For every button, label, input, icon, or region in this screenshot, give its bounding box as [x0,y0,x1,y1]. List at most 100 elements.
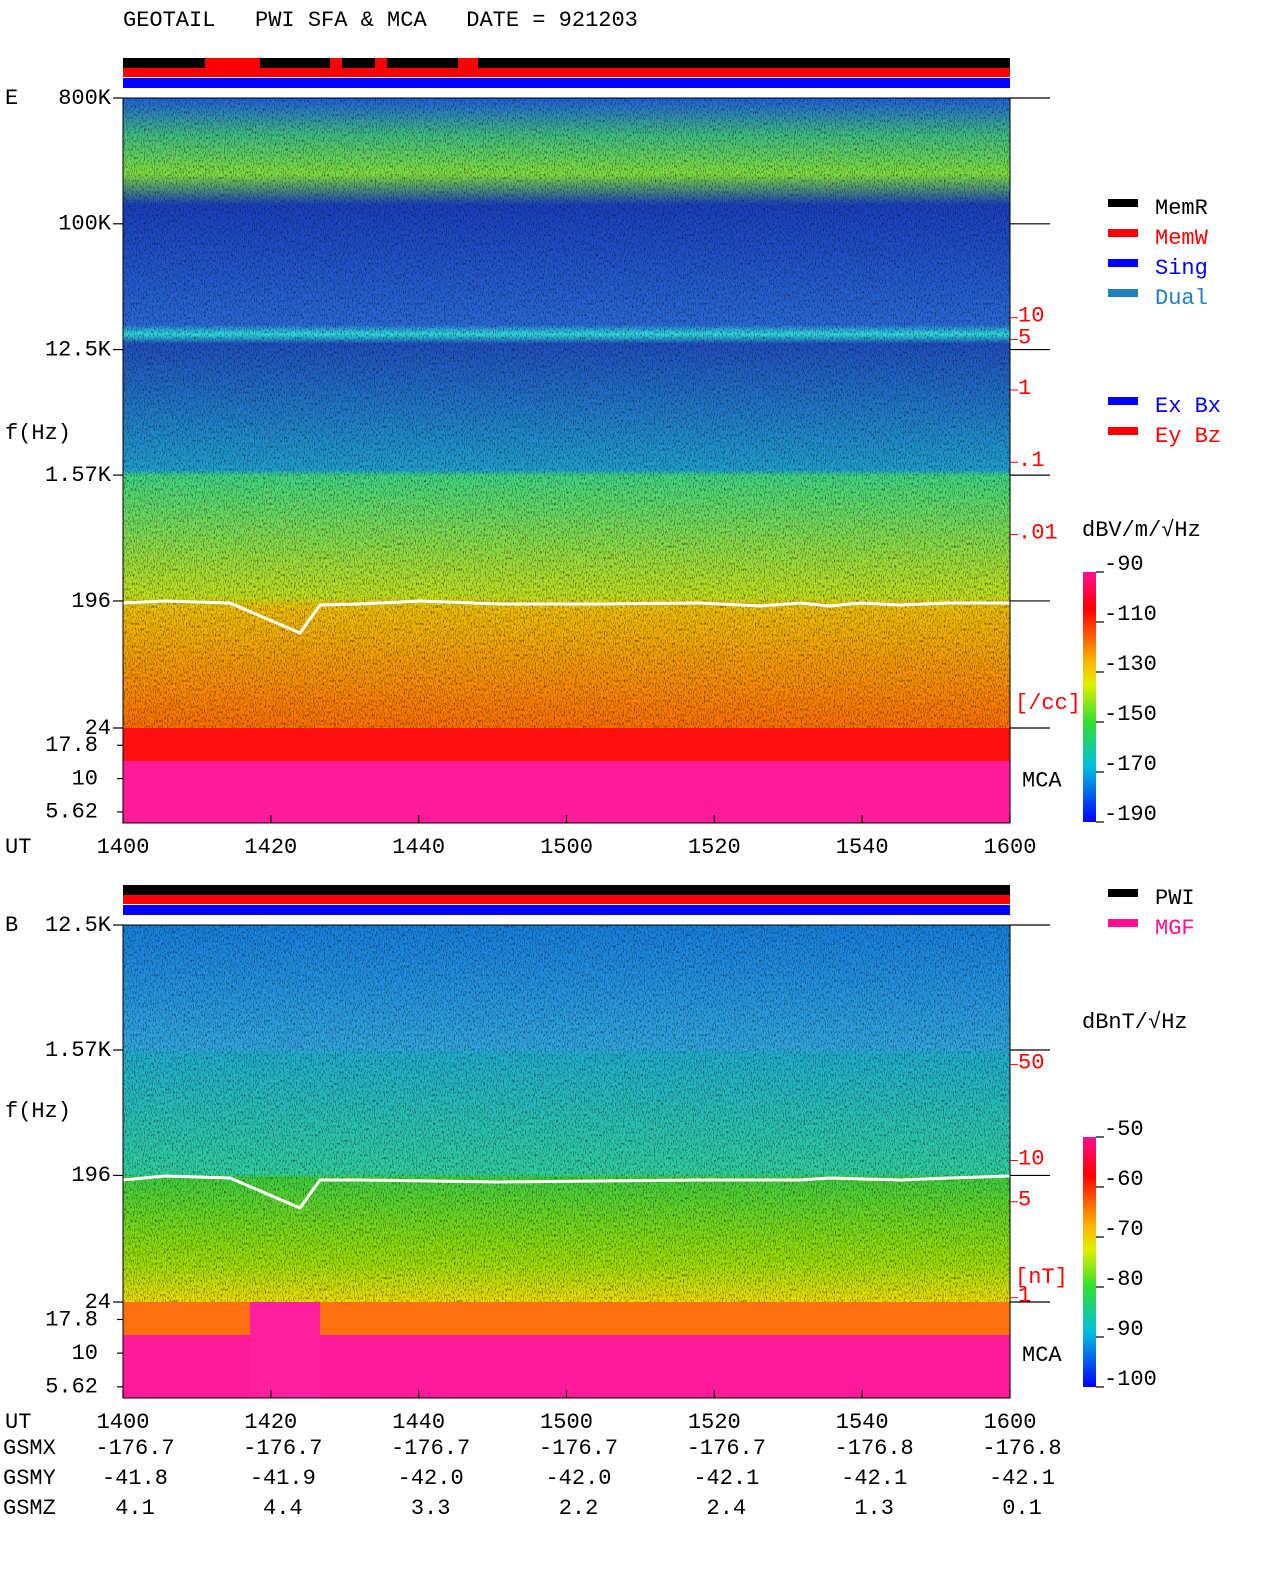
legend-swatch [1108,259,1138,267]
x-tick-label: 1520 [688,835,741,860]
x-tick-label: 1420 [244,1410,297,1435]
y-tick-label: 24 [85,716,111,741]
orbit-value: -176.8 [835,1436,914,1461]
y2-tick-label: 1 [1018,376,1031,401]
colorbar-tick-label: -90 [1104,552,1144,577]
colorbar-tick-label: -50 [1104,1117,1144,1142]
y2-tick-label: 10 [1018,304,1044,329]
mca-tick-label: 17.8 [45,733,98,758]
colorbar [1083,1137,1096,1387]
y2-unit: [/cc] [1015,691,1081,716]
legend-swatch [1108,427,1138,435]
orbit-row-label: GSMX [3,1436,56,1461]
legend-label: PWI [1155,886,1195,911]
legend-label: MGF [1155,916,1195,941]
y2-tick-label: 1 [1018,1283,1031,1308]
colorbar-tick-label: -80 [1104,1267,1144,1292]
colorbar [1083,572,1096,822]
legend-swatch [1108,199,1138,207]
y-tick-label: 1.57K [45,1038,112,1063]
mca-tick-label: 10 [72,1341,98,1366]
x-tick-label: 1500 [540,835,593,860]
orbit-value: -176.7 [539,1436,618,1461]
orbit-value: 1.3 [854,1496,894,1521]
panel-label: B [5,913,18,938]
legend-label: MemW [1155,226,1209,251]
colorbar-label: dBV/m/√Hz [1082,518,1201,543]
y-tick-label: 100K [58,212,112,237]
mca-label: MCA [1022,768,1062,793]
legend-swatch [1108,919,1138,927]
orbit-value: -176.8 [982,1436,1061,1461]
x-tick-label: 1600 [984,835,1037,860]
x-axis-label: UT [5,1410,31,1435]
y2-tick-label: 5 [1018,1188,1031,1213]
y2-tick-label: .01 [1018,520,1058,545]
orbit-value: -176.7 [95,1436,174,1461]
legend-label: Ex Bx [1155,394,1221,419]
y-axis-label: f(Hz) [5,421,71,446]
orbit-row-label: GSMY [3,1466,56,1491]
orbit-value: 0.1 [1002,1496,1042,1521]
y-tick-label: 196 [71,589,111,614]
x-tick-label: 1400 [97,835,150,860]
orbit-row-label: GSMZ [3,1496,56,1521]
x-tick-label: 1520 [688,1410,741,1435]
x-tick-label: 1500 [540,1410,593,1435]
y-tick-label: 196 [71,1163,111,1188]
y-tick-label: 800K [58,86,112,111]
orbit-value: 3.3 [411,1496,451,1521]
orbit-value: 2.4 [707,1496,747,1521]
y-tick-label: 12.5K [45,337,112,362]
y-tick-label: 1.57K [45,463,112,488]
mca-tick-label: 10 [72,766,98,791]
mca-tick-label: 5.62 [45,1375,98,1400]
colorbar-tick-label: -150 [1104,702,1157,727]
mca-tick-label: 5.62 [45,800,98,825]
legend-label: Sing [1155,256,1208,281]
y2-tick-label: 5 [1018,325,1031,350]
orbit-value: -41.9 [250,1466,316,1491]
x-tick-label: 1400 [97,1410,150,1435]
x-tick-label: 1440 [392,1410,445,1435]
colorbar-tick-label: -90 [1104,1317,1144,1342]
y2-unit: [nT] [1015,1265,1068,1290]
legend-swatch [1108,397,1138,405]
orbit-value: -42.1 [989,1466,1055,1491]
orbit-value: 2.2 [559,1496,599,1521]
x-tick-label: 1440 [392,835,445,860]
legend-swatch [1108,229,1138,237]
colorbar-tick-label: -130 [1104,652,1157,677]
orbit-value: -42.0 [398,1466,464,1491]
status-bars [123,58,1010,915]
legend-label: Ey Bz [1155,424,1221,449]
x-axis-label: UT [5,835,31,860]
legend-swatch [1108,289,1138,297]
orbit-value: -176.7 [687,1436,766,1461]
legend-label: MemR [1155,196,1208,221]
colorbar-tick-label: -70 [1104,1217,1144,1242]
x-tick-label: 1540 [836,835,889,860]
mca-tick-label: 17.8 [45,1307,98,1332]
y2-tick-label: 10 [1018,1146,1044,1171]
y2-tick-label: 50 [1018,1050,1044,1075]
x-tick-label: 1540 [836,1410,889,1435]
orbit-value: -176.7 [243,1436,322,1461]
legend-label: Dual [1155,286,1208,311]
colorbar-tick-label: -170 [1104,752,1157,777]
y-tick-label: 12.5K [45,913,112,938]
orbit-value: 4.1 [115,1496,155,1521]
colorbar-label: dBnT/√Hz [1082,1010,1188,1035]
y-tick-label: 24 [85,1290,111,1315]
colorbar-tick-label: -60 [1104,1167,1144,1192]
x-tick-label: 1600 [984,1410,1037,1435]
orbit-value: -42.0 [545,1466,611,1491]
colorbar-tick-label: -110 [1104,602,1157,627]
mca-label: MCA [1022,1343,1062,1368]
title: GEOTAIL PWI SFA & MCA DATE = 921203 [123,8,638,33]
y2-tick-label: .1 [1018,448,1044,473]
orbit-value: -42.1 [841,1466,907,1491]
x-tick-label: 1420 [244,835,297,860]
